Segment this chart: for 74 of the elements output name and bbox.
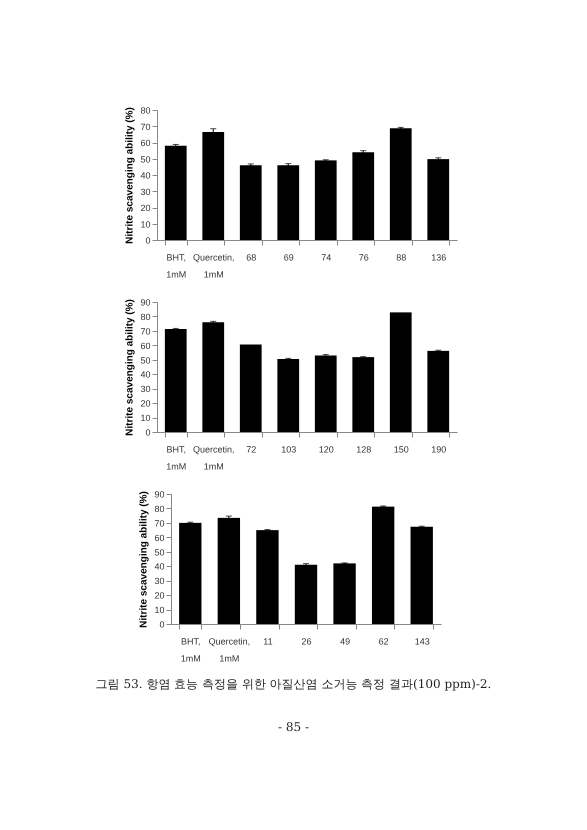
y-tick-label: 70 bbox=[140, 122, 150, 132]
y-tick-label: 90 bbox=[154, 490, 164, 500]
y-tick-label: 70 bbox=[154, 518, 164, 528]
y-tick-label: 50 bbox=[140, 154, 150, 164]
y-tick-label: 30 bbox=[140, 186, 150, 197]
bar bbox=[202, 322, 224, 432]
bar bbox=[390, 128, 412, 240]
y-tick-label: 60 bbox=[154, 532, 164, 543]
x-tick-label: 11 bbox=[263, 636, 273, 646]
y-tick-label: 20 bbox=[154, 590, 164, 601]
y-tick-label: 0 bbox=[145, 428, 150, 438]
y-axis-title: Nitrite scavenging ability (%) bbox=[138, 491, 150, 628]
y-tick-label: 10 bbox=[140, 219, 150, 230]
y-axis-title: Nitrite scavenging ability (%) bbox=[124, 107, 136, 244]
x-tick-label: 76 bbox=[358, 252, 369, 262]
y-tick-label: 10 bbox=[154, 605, 164, 616]
x-tick-label: 150 bbox=[394, 444, 409, 454]
x-tick-label: Quercetin, 1mM bbox=[192, 252, 235, 280]
y-tick-label: 20 bbox=[140, 203, 150, 213]
x-tick-label: 143 bbox=[414, 636, 430, 646]
y-tick-label: 50 bbox=[154, 547, 164, 558]
bar bbox=[240, 344, 262, 432]
x-tick-label: 62 bbox=[378, 636, 389, 646]
x-tick-label: 26 bbox=[301, 636, 312, 646]
y-tick-label: 40 bbox=[140, 170, 150, 180]
x-tick-label: BHT, 1mM bbox=[166, 444, 186, 472]
x-tick-label: 120 bbox=[318, 444, 334, 454]
x-tick-label: 69 bbox=[284, 252, 294, 262]
y-tick-label: 80 bbox=[154, 504, 164, 514]
caption: 그림 53. 항염 효능 측정을 위한 아질산염 소거능 측정 결과(100 ppm)-2. bbox=[94, 676, 492, 693]
bar bbox=[410, 526, 433, 624]
x-tick-label: 136 bbox=[431, 252, 446, 262]
y-tick-label: 80 bbox=[140, 312, 150, 322]
x-tick-label: 128 bbox=[356, 444, 372, 454]
x-tick-label: 49 bbox=[340, 636, 350, 646]
y-tick-label: 50 bbox=[140, 355, 150, 366]
y-tick-label: 70 bbox=[140, 326, 150, 336]
y-tick-label: 60 bbox=[140, 138, 150, 148]
x-tick-label: BHT, 1mM bbox=[166, 252, 186, 280]
x-tick-label: 88 bbox=[396, 252, 406, 262]
x-tick-label: Quercetin, 1mM bbox=[208, 636, 250, 664]
bar bbox=[333, 563, 356, 624]
bar bbox=[427, 350, 450, 432]
text: - 85 - bbox=[276, 720, 310, 734]
bar bbox=[390, 312, 412, 432]
x-tick-label: 190 bbox=[431, 444, 446, 454]
y-tick-label: 60 bbox=[140, 340, 150, 351]
bar bbox=[202, 132, 224, 240]
y-tick-label: 40 bbox=[154, 562, 164, 572]
bar bbox=[314, 355, 337, 432]
y-tick-label: 40 bbox=[140, 370, 150, 380]
y-tick-label: 90 bbox=[140, 298, 150, 308]
y-tick-label: 0 bbox=[145, 236, 150, 246]
y-tick-label: 80 bbox=[140, 106, 150, 116]
bar bbox=[179, 522, 202, 624]
bar bbox=[277, 359, 300, 432]
y-axis-title: Nitrite scavenging ability (%) bbox=[124, 299, 136, 436]
x-tick-label: 74 bbox=[321, 252, 332, 262]
bar bbox=[352, 357, 374, 432]
y-tick-label: 0 bbox=[159, 620, 164, 630]
x-tick-label: 103 bbox=[281, 444, 296, 454]
y-tick-label: 10 bbox=[140, 413, 150, 424]
x-tick-label: Quercetin, 1mM bbox=[192, 444, 235, 472]
y-tick-label: 20 bbox=[140, 398, 150, 409]
bar bbox=[256, 530, 279, 624]
x-tick-label: 72 bbox=[246, 444, 256, 454]
x-tick-label: 68 bbox=[246, 252, 256, 262]
y-tick-label: 30 bbox=[140, 384, 150, 394]
bar bbox=[372, 506, 394, 624]
bar bbox=[314, 160, 337, 240]
x-tick-label: BHT, 1mM bbox=[180, 636, 201, 664]
bar bbox=[164, 329, 187, 432]
bar bbox=[294, 564, 318, 624]
y-tick-label: 30 bbox=[154, 576, 164, 586]
